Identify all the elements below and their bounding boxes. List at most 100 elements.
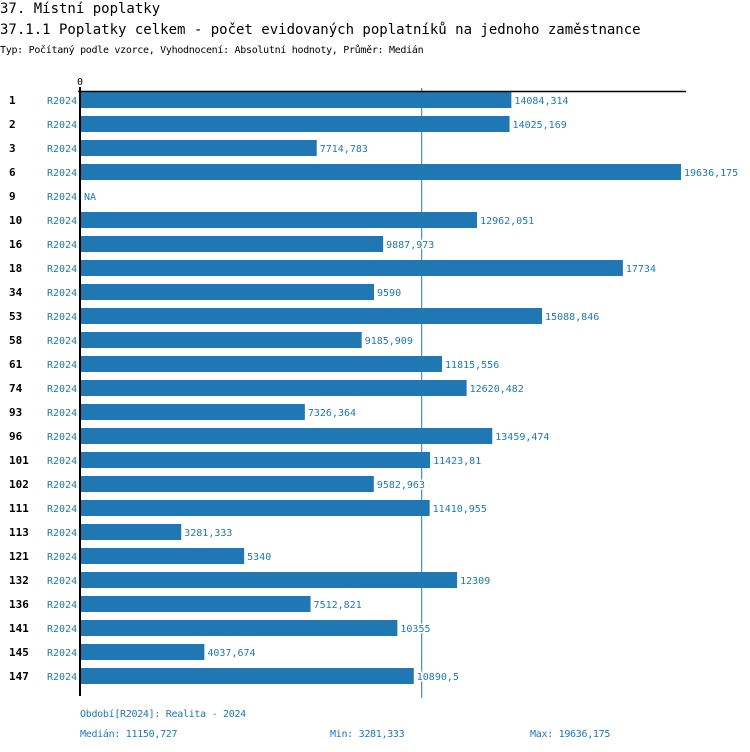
value-label: 12309: [460, 576, 490, 587]
bar: [81, 380, 467, 396]
series-label: R2024: [47, 312, 77, 323]
series-label: R2024: [47, 552, 77, 563]
category-label: 18: [9, 262, 22, 275]
series-label: R2024: [47, 624, 77, 635]
series-label: R2024: [47, 240, 77, 251]
series-label: R2024: [47, 144, 77, 155]
x-tick-label-zero: 0: [77, 77, 83, 88]
labels-layer: 1 R2024 14084,314 2 R2024 14025,169 3 R2024 7714…: [9, 94, 740, 685]
category-label: 145: [9, 646, 29, 659]
bar: [81, 140, 317, 156]
series-label: R2024: [47, 600, 77, 611]
category-label: 113: [9, 526, 29, 539]
bar: [81, 92, 512, 108]
category-label: 3: [9, 142, 16, 155]
category-label: 93: [9, 406, 22, 419]
bar: [81, 236, 384, 252]
median-stat: Medián: 11150,727: [80, 729, 178, 740]
series-label: R2024: [47, 672, 77, 683]
category-label: 2: [9, 118, 16, 131]
series-label: R2024: [47, 264, 77, 275]
bar: [81, 404, 305, 420]
value-label: 12620,482: [470, 384, 524, 395]
value-label: 10355: [400, 624, 430, 635]
series-label: R2024: [47, 504, 77, 515]
series-label: R2024: [47, 648, 77, 659]
series-label: R2024: [47, 288, 77, 299]
value-label: 11423,81: [433, 456, 481, 467]
series-label: R2024: [47, 216, 77, 227]
value-label: 12962,051: [480, 216, 534, 227]
value-label: 15088,846: [545, 312, 599, 323]
bar: [81, 668, 414, 684]
value-label: 5340: [247, 552, 271, 563]
chart-subtitle: Typ: Počítaný podle vzorce, Vyhodnocení:…: [0, 45, 424, 56]
series-label: R2024: [47, 456, 77, 467]
bars-layer: [81, 92, 681, 684]
section-title: 37. Místní poplatky: [0, 1, 161, 17]
value-label: 9590: [377, 288, 401, 299]
value-label: 11815,556: [445, 360, 499, 371]
bar: [81, 428, 493, 444]
category-label: 147: [9, 670, 29, 683]
bar: [81, 476, 374, 492]
series-label: R2024: [47, 120, 77, 131]
value-label: 3281,333: [184, 528, 232, 539]
category-label: 96: [9, 430, 23, 443]
bar: [81, 212, 478, 228]
bar: [81, 452, 431, 468]
category-label: 6: [9, 166, 16, 179]
chart-title: 37.1.1 Poplatky celkem - počet evidovaný…: [0, 22, 641, 38]
series-label: R2024: [47, 480, 77, 491]
bar: [81, 284, 375, 300]
bar: [81, 500, 430, 516]
series-label: R2024: [47, 96, 77, 107]
series-label: R2024: [47, 432, 77, 443]
bar: [81, 332, 362, 348]
value-label: 4037,674: [207, 648, 255, 659]
value-label: 11410,955: [433, 504, 487, 515]
series-label: R2024: [47, 360, 77, 371]
period-note: Období[R2024]: Realita - 2024: [80, 709, 246, 720]
category-label: 141: [9, 622, 29, 635]
series-label: R2024: [47, 408, 77, 419]
series-label: R2024: [47, 336, 77, 347]
value-label: 17734: [626, 264, 656, 275]
value-label: 19636,175: [684, 168, 738, 179]
value-label: 13459,474: [495, 432, 549, 443]
series-label: R2024: [47, 192, 77, 203]
series-label: R2024: [47, 168, 77, 179]
category-label: 53: [9, 310, 22, 323]
category-label: 136: [9, 598, 29, 611]
bar: [81, 548, 245, 564]
value-label: 9582,963: [377, 480, 425, 491]
max-stat: Max: 19636,175: [530, 729, 611, 740]
bar: [81, 524, 182, 540]
category-label: 10: [9, 214, 22, 227]
value-label: NA: [84, 192, 96, 203]
category-label: 121: [9, 550, 29, 563]
category-label: 58: [9, 334, 22, 347]
value-label: 9185,909: [365, 336, 413, 347]
category-label: 1: [9, 94, 16, 107]
value-label: 14025,169: [513, 120, 567, 131]
category-label: 132: [9, 574, 29, 587]
series-label: R2024: [47, 576, 77, 587]
value-label: 7512,821: [314, 600, 362, 611]
bar: [81, 164, 681, 180]
bar: [81, 308, 543, 324]
bar: [81, 620, 398, 636]
category-label: 34: [9, 286, 23, 299]
category-label: 61: [9, 358, 23, 371]
bar: [81, 572, 458, 588]
value-label: 7714,783: [320, 144, 368, 155]
series-label: R2024: [47, 384, 77, 395]
value-label: 7326,364: [308, 408, 356, 419]
bar: [81, 596, 311, 612]
bar: [81, 116, 510, 132]
category-label: 102: [9, 478, 29, 491]
value-label: 14084,314: [514, 96, 568, 107]
min-stat: Min: 3281,333: [330, 729, 405, 740]
value-label: 9887,973: [386, 240, 434, 251]
bar: [81, 644, 205, 660]
